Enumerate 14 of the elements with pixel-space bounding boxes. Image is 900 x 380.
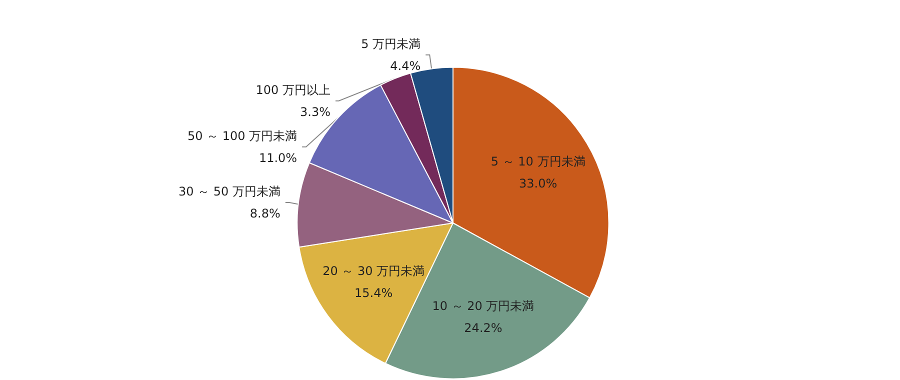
slice-label: 5 ～ 10 万円未満 [490, 154, 586, 169]
slice-label: 50 ～ 100 万円未満 [187, 128, 298, 143]
data-label: 4.4% [390, 58, 421, 73]
data-label: 8.8% [250, 206, 280, 221]
data-label: 15.4% [354, 286, 393, 300]
slice-label: 10 ～ 20 万円未満 [432, 299, 534, 314]
data-label: 3.3% [300, 104, 331, 119]
slice-label: 20 ～ 30 万円未満 [322, 264, 425, 278]
data-label: 24.2% [464, 321, 502, 336]
slice-label: 100 万円以上 [256, 82, 331, 97]
slice-label: 5 万円未満 [361, 36, 421, 51]
data-label: 11.0% [258, 150, 298, 165]
data-label: 33.0% [519, 176, 558, 191]
slice-label: 30 ～ 50 万円未満 [178, 184, 280, 199]
